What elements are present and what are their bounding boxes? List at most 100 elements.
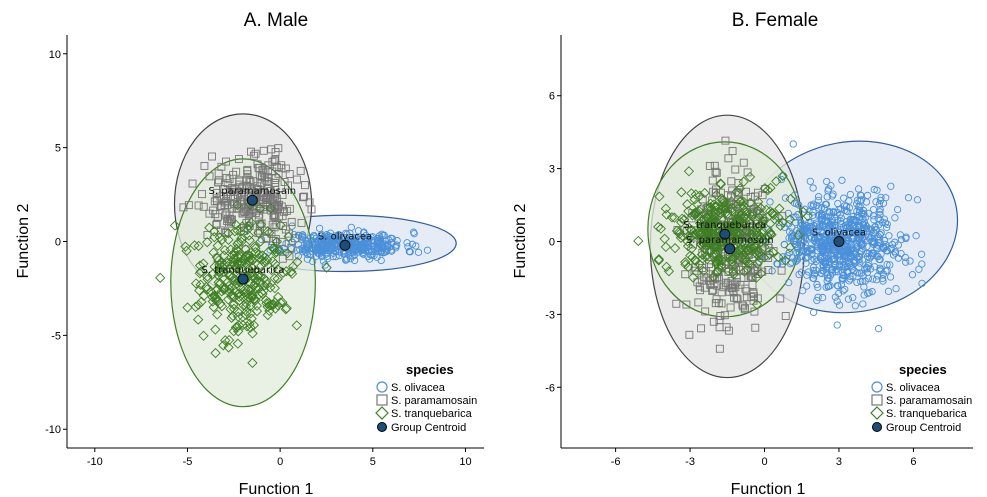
data-point <box>285 170 294 178</box>
data-point <box>746 229 758 240</box>
data-point <box>792 240 800 249</box>
data-point <box>896 231 905 239</box>
data-point <box>190 301 201 313</box>
data-point <box>749 288 758 297</box>
data-point <box>208 301 219 313</box>
data-point <box>685 232 696 243</box>
data-point <box>706 280 715 289</box>
data-point <box>834 282 842 290</box>
data-point <box>251 149 260 158</box>
legend-item-tranquebarica: S. tranquebarica <box>870 406 968 420</box>
data-point <box>697 253 708 264</box>
data-point <box>835 301 844 309</box>
data-point <box>184 201 193 210</box>
legend-circle-icon <box>871 381 883 393</box>
data-point <box>744 197 756 208</box>
data-point <box>270 156 279 165</box>
data-point <box>660 241 671 253</box>
data-point <box>708 176 717 185</box>
data-point <box>254 253 265 264</box>
data-point <box>258 285 269 296</box>
data-point <box>803 247 811 256</box>
data-point <box>764 266 773 274</box>
data-point <box>246 147 255 156</box>
data-point <box>423 246 432 254</box>
data-point <box>285 204 294 213</box>
data-point <box>835 228 844 237</box>
data-point <box>748 281 757 289</box>
data-point <box>796 222 805 230</box>
data-point <box>788 232 797 240</box>
data-point <box>659 233 670 244</box>
data-point <box>875 236 884 244</box>
data-point <box>743 233 754 244</box>
data-point <box>271 173 280 182</box>
data-point <box>240 301 252 312</box>
data-point <box>715 323 724 332</box>
data-point <box>278 254 287 263</box>
data-point <box>209 261 220 272</box>
legend-label: S. olivacea <box>886 382 941 394</box>
data-point <box>721 136 730 145</box>
data-point <box>294 252 302 260</box>
data-point <box>736 234 747 245</box>
data-point <box>259 146 268 155</box>
data-point <box>818 293 827 302</box>
data-point <box>360 239 369 247</box>
data-point <box>726 196 737 207</box>
data-point <box>894 241 902 249</box>
data-point <box>793 230 804 241</box>
data-point <box>758 215 769 227</box>
data-point <box>746 211 758 222</box>
data-point <box>857 196 866 204</box>
data-point <box>291 320 302 331</box>
data-point <box>155 272 166 283</box>
data-point <box>213 277 224 288</box>
data-point <box>717 288 726 297</box>
x-tick-label: 10 <box>459 456 471 468</box>
data-point <box>287 243 296 252</box>
data-point <box>298 232 306 241</box>
data-point <box>270 303 281 314</box>
data-point <box>739 158 748 167</box>
series-points <box>155 199 332 369</box>
data-point <box>220 228 229 237</box>
data-point <box>738 300 747 309</box>
data-point <box>809 274 818 282</box>
data-point <box>849 294 857 302</box>
data-point <box>694 190 705 201</box>
x-tick-label: -10 <box>87 456 103 468</box>
data-point <box>853 207 861 215</box>
data-point <box>718 202 730 213</box>
data-point <box>836 210 844 219</box>
data-point <box>228 215 236 224</box>
y-axis-label: Function 2 <box>15 204 32 279</box>
data-point <box>766 207 778 219</box>
data-point <box>281 266 292 277</box>
data-point <box>842 259 850 268</box>
data-point <box>223 179 232 188</box>
data-point <box>682 240 694 252</box>
data-point <box>902 234 910 243</box>
data-point <box>284 181 293 190</box>
data-point <box>231 254 242 265</box>
data-point <box>742 245 753 257</box>
data-point <box>254 213 263 222</box>
legend-item-paramamosain: S. paramamosain <box>376 394 477 407</box>
legend-item-centroid: Group Centroid <box>377 422 466 434</box>
data-point <box>271 155 280 164</box>
data-point <box>272 273 283 284</box>
data-point <box>875 221 883 229</box>
data-point <box>728 227 739 238</box>
data-point <box>807 222 815 231</box>
data-point <box>708 199 720 210</box>
legend-item-olivacea: S. olivacea <box>871 381 941 394</box>
data-point <box>708 271 719 282</box>
data-point <box>387 234 395 242</box>
data-point <box>815 222 824 230</box>
data-point <box>320 233 328 241</box>
data-point <box>300 192 309 201</box>
data-point <box>813 220 821 229</box>
data-point <box>708 215 719 226</box>
data-point <box>841 264 849 272</box>
